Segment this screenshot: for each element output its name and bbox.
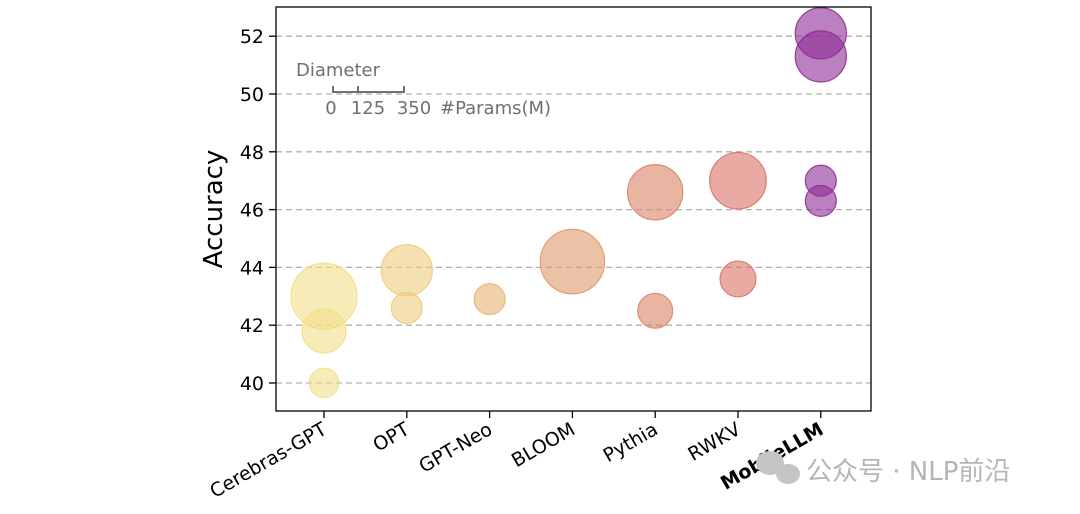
- x-tick-label: GPT-Neo: [415, 418, 496, 477]
- gridlines: [276, 35, 871, 384]
- x-tick-label: Pythia: [599, 418, 661, 467]
- data-point: [637, 292, 674, 329]
- y-tick-label: 48: [240, 142, 264, 164]
- y-tick-label: 50: [240, 84, 264, 106]
- data-point: [473, 283, 506, 316]
- bubbles: [290, 7, 847, 399]
- x-tick-label: RWKV: [684, 418, 744, 465]
- x-axis-ticks: Cerebras-GPTOPTGPT-NeoBLOOMPythiaRWKVMob…: [206, 411, 827, 503]
- data-point: [390, 291, 423, 324]
- size-legend-label: 125: [351, 98, 385, 119]
- y-tick-label: 44: [240, 257, 264, 279]
- y-axis-label: Accuracy: [199, 150, 229, 269]
- y-tick-label: 42: [240, 315, 264, 337]
- watermark: 公众号 · NLP前沿: [756, 451, 1010, 487]
- y-axis-ticks: 40 42 44 46 48 50 52: [240, 26, 276, 395]
- data-point: [308, 367, 340, 399]
- y-tick-label: 52: [240, 26, 264, 48]
- watermark-text: 公众号 · NLP前沿: [806, 457, 1010, 487]
- y-tick-label: 40: [240, 373, 264, 395]
- x-tick-label: OPT: [369, 418, 413, 456]
- size-legend-label: 350: [397, 98, 431, 119]
- data-point: [539, 228, 606, 295]
- data-point: [380, 244, 433, 297]
- data-point: [709, 151, 767, 210]
- size-legend-unit: #Params(M): [440, 98, 551, 119]
- x-tick-label: Cerebras-GPT: [206, 418, 331, 503]
- y-tick-label: 46: [240, 200, 264, 222]
- size-legend-label: 0: [325, 98, 336, 119]
- data-point: [719, 260, 757, 298]
- data-point: [794, 30, 847, 83]
- x-tick-label: BLOOM: [508, 418, 579, 472]
- data-point: [626, 164, 684, 221]
- data-point: [301, 308, 347, 354]
- size-legend: Diameter 0 125 350 #Params(M): [296, 60, 551, 119]
- data-point: [804, 184, 837, 218]
- wechat-icon: [756, 451, 800, 484]
- size-legend-title: Diameter: [296, 60, 381, 81]
